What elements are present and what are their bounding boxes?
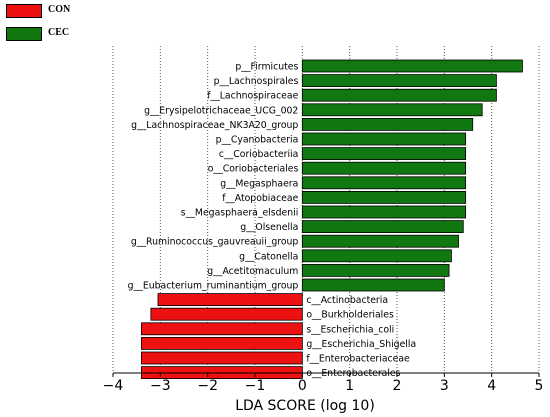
bars xyxy=(140,59,523,380)
x-tick-label: −2 xyxy=(197,378,218,394)
bar-label: g__Olsenella xyxy=(240,222,298,233)
bar-label: g__Catonella xyxy=(239,251,298,262)
bar-label: c__Actinobacteria xyxy=(306,295,388,306)
x-axis: −4 −3 −2 −1 0 1 2 3 4 5 xyxy=(103,372,544,394)
bar-label: o__Coriobacteriales xyxy=(208,164,299,175)
bar xyxy=(157,293,303,307)
bar xyxy=(301,220,464,234)
x-tick-label: −4 xyxy=(103,378,124,394)
bar-label: g__Megasphaera xyxy=(220,178,298,189)
bar-label: f__Atopobiaceae xyxy=(222,193,298,204)
bar xyxy=(301,205,467,219)
legend-swatch-cec xyxy=(6,27,42,41)
x-tick-label: −1 xyxy=(245,378,266,394)
x-tick-label: 3 xyxy=(440,378,449,394)
bar xyxy=(301,74,497,87)
bar-label: o__Enterobacterales xyxy=(306,368,400,379)
bar-label: g__Eubacterium_ruminantium_group xyxy=(128,281,299,292)
bar-label: s__Megasphaera_elsdenii xyxy=(181,208,299,219)
bar xyxy=(140,336,303,350)
bar-label: f__Lachnospiraceae xyxy=(207,91,298,102)
bar xyxy=(301,234,459,248)
bar xyxy=(301,118,474,131)
bar xyxy=(301,103,483,117)
bar xyxy=(150,307,303,321)
bar xyxy=(301,190,467,204)
bar xyxy=(301,161,467,175)
bar-labels: p__Firmicutes p__Lachnospirales f__Lachnos… xyxy=(128,62,417,380)
bar-label: p__Cyanobacteria xyxy=(216,135,299,146)
bar-label: p__Firmicutes xyxy=(235,62,298,73)
bar-label: c__Coriobacteriia xyxy=(219,149,298,160)
x-tick-label: 0 xyxy=(298,378,307,394)
x-tick-label: 5 xyxy=(535,378,544,394)
legend-label-cec: CEC xyxy=(48,27,70,38)
bar xyxy=(301,88,497,102)
bar xyxy=(301,249,452,263)
x-tick-label: 4 xyxy=(487,378,496,394)
bar xyxy=(301,176,467,190)
bar-label: g__Escherichia_Shigella xyxy=(306,339,416,350)
legend-label-con: CON xyxy=(48,4,71,15)
bar xyxy=(140,322,303,336)
bar xyxy=(301,132,467,146)
x-axis-label: LDA SCORE (log 10) xyxy=(235,398,375,414)
bar xyxy=(301,59,523,73)
bar-label: g__Erysipelotrichaceae_UCG_002 xyxy=(144,105,298,116)
bar-label: o__Burkholderiales xyxy=(306,310,394,321)
legend-swatch-con xyxy=(6,4,42,18)
x-tick-label: 2 xyxy=(393,378,402,394)
bar xyxy=(301,263,450,277)
bar xyxy=(301,147,467,161)
x-tick-label: −3 xyxy=(150,378,171,394)
bar-label: p__Lachnospirales xyxy=(214,76,299,87)
x-tick-label: 1 xyxy=(345,378,354,394)
bar-label: g__Acetitomaculum xyxy=(207,266,298,277)
bar-label: f__Enterobacteriaceae xyxy=(306,354,410,365)
bar-label: g__Lachnospiraceae_NK3A20_group xyxy=(131,120,298,131)
bar-label: s__Escherichia_coli xyxy=(306,324,394,335)
bar-label: g__Ruminococcus_gauvreauii_group xyxy=(131,237,299,248)
bar xyxy=(140,351,303,365)
bar xyxy=(301,278,445,292)
